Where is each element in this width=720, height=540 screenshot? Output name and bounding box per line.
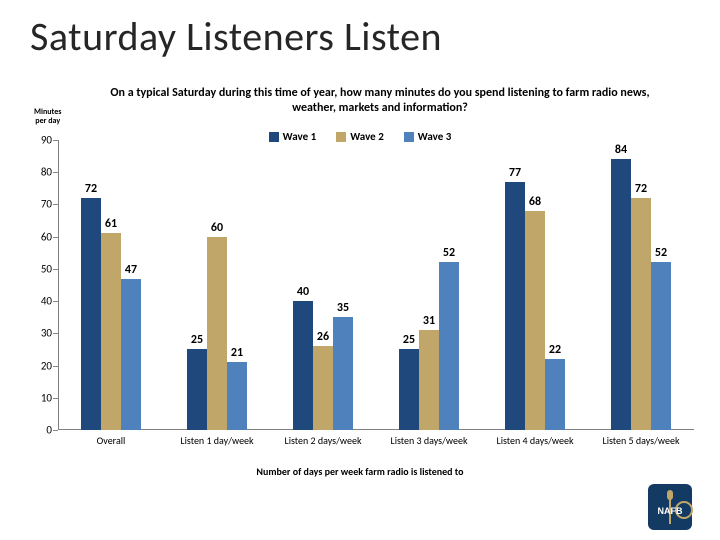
x-axis-title: Number of days per week farm radio is li… <box>0 465 720 478</box>
bar-wave3 <box>545 359 565 430</box>
x-tick-label: Overall <box>97 434 126 447</box>
bar-value-label: 47 <box>116 263 146 277</box>
y-tick <box>53 333 58 334</box>
bar-value-label: 52 <box>646 246 676 260</box>
bar-value-label: 68 <box>520 195 550 209</box>
y-tick-label: 40 <box>22 295 52 308</box>
x-tick-label: Listen 5 days/week <box>603 434 680 447</box>
bar-value-label: 84 <box>606 143 636 157</box>
bar-wave1 <box>611 159 631 430</box>
y-tick-label: 50 <box>22 262 52 275</box>
y-tick <box>53 398 58 399</box>
bar-value-label: 61 <box>96 217 126 231</box>
y-tick <box>53 172 58 173</box>
svg-text:NAFB: NAFB <box>658 506 683 516</box>
y-tick-label: 60 <box>22 230 52 243</box>
bar-value-label: 60 <box>202 221 232 235</box>
y-tick-label: 20 <box>22 359 52 372</box>
x-tick-label: Listen 3 days/week <box>391 434 468 447</box>
bar-value-label: 35 <box>328 301 358 315</box>
y-tick <box>53 237 58 238</box>
x-axis-line <box>58 429 694 430</box>
y-tick <box>53 269 58 270</box>
y-tick-label: 30 <box>22 327 52 340</box>
bar-wave3 <box>439 262 459 430</box>
bar-wave1 <box>81 198 101 430</box>
x-tick-label: Listen 2 days/week <box>285 434 362 447</box>
bar-wave2 <box>525 211 545 430</box>
bar-wave1 <box>293 301 313 430</box>
plot-region: 0102030405060708090726147Overall256021Li… <box>58 140 694 430</box>
bar-wave2 <box>207 237 227 430</box>
bar-wave3 <box>333 317 353 430</box>
x-tick-label: Listen 1 day/week <box>180 434 253 447</box>
bar-wave3 <box>227 362 247 430</box>
slide-title: Saturday Listeners Listen <box>30 12 442 61</box>
y-tick-label: 80 <box>22 166 52 179</box>
bar-wave2 <box>419 330 439 430</box>
y-tick-label: 10 <box>22 391 52 404</box>
y-tick <box>53 140 58 141</box>
y-tick-label: 0 <box>22 424 52 437</box>
bar-value-label: 72 <box>626 182 656 196</box>
bar-wave2 <box>313 346 333 430</box>
y-tick <box>53 366 58 367</box>
y-tick <box>53 301 58 302</box>
bar-value-label: 40 <box>288 285 318 299</box>
bar-wave2 <box>631 198 651 430</box>
bar-wave3 <box>651 262 671 430</box>
bar-value-label: 21 <box>222 346 252 360</box>
bar-wave1 <box>187 349 207 430</box>
chart-area: 0102030405060708090726147Overall256021Li… <box>58 140 694 445</box>
y-tick-label: 70 <box>22 198 52 211</box>
bar-wave3 <box>121 279 141 430</box>
y-tick <box>53 430 58 431</box>
bar-value-label: 77 <box>500 166 530 180</box>
bar-wave1 <box>399 349 419 430</box>
bar-value-label: 72 <box>76 182 106 196</box>
bar-value-label: 22 <box>540 343 570 357</box>
x-tick-label: Listen 4 days/week <box>497 434 574 447</box>
bar-value-label: 52 <box>434 246 464 260</box>
y-axis-line <box>58 140 59 430</box>
nafb-logo: NAFB <box>640 480 700 534</box>
bar-wave1 <box>505 182 525 430</box>
y-tick <box>53 204 58 205</box>
y-axis-label: Minutes per day <box>34 108 61 126</box>
y-tick-label: 90 <box>22 134 52 147</box>
chart-subtitle: On a typical Saturday during this time o… <box>100 86 660 116</box>
